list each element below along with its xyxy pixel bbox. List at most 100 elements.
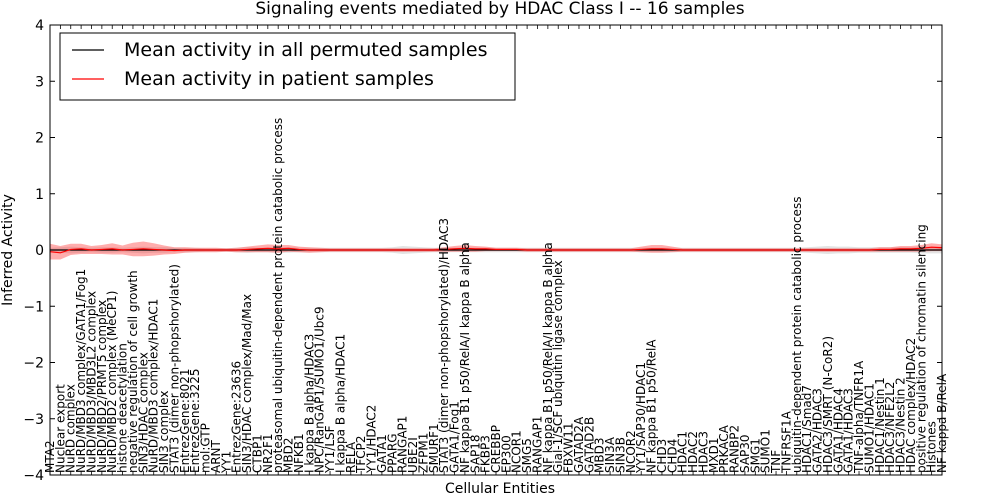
- x-tick-label: HDAC1/Nestin 1: [873, 377, 887, 473]
- x-tick-label: negative regulation of cell growth: [126, 270, 140, 473]
- x-tick-label: SAP30: [738, 434, 752, 473]
- x-tick-label: HDAC1/Smad7: [800, 385, 814, 473]
- y-tick-label: 0: [35, 243, 44, 259]
- x-tick-label: NCOR1: [510, 430, 524, 473]
- x-tick-label: TNFRSF1A: [779, 410, 793, 474]
- x-tick-label: NuRD complex: [64, 384, 78, 473]
- x-tick-label: STAT3 (dimer non-phopshorylated): [167, 264, 181, 473]
- x-tick-label: SIN3/HDAC complex: [136, 352, 150, 473]
- x-tick-label: CREBBP: [489, 425, 503, 473]
- x-tick-label: Gial-1/SCF ubiquitin ligase complex: [551, 260, 565, 473]
- x-tick-label: NuRD/MBD2 complex (MeCP1): [105, 290, 119, 472]
- x-tick-label: NFKB1: [292, 433, 306, 473]
- x-tick-label: RANGAP1: [530, 416, 544, 473]
- x-tick-label: Histones: [925, 421, 939, 473]
- x-tick-label: EntrezGene:3225: [188, 369, 202, 473]
- x-tick-label: EntrezGene:8021: [178, 369, 192, 474]
- x-tick-label: Nuclear export: [53, 384, 67, 473]
- x-tick-label: UBE2I: [406, 437, 420, 473]
- x-tick-label: GATAD2A: [572, 416, 586, 473]
- y-tick-label: 2: [35, 131, 44, 147]
- x-tick-label: I kappa B alpha/HDAC1: [333, 334, 347, 473]
- x-tick-label: mol:GTP: [199, 423, 213, 473]
- x-tick-label: NCOR2: [624, 430, 638, 473]
- x-tick-label: ARNT: [209, 439, 223, 473]
- x-tick-label: SAP18: [468, 434, 482, 473]
- x-tick-label: NPC/RanGAP1/SUMO1/Ubc9: [313, 306, 327, 473]
- x-tick-label: TNF: [769, 450, 783, 474]
- y-tick-label: 3: [35, 74, 44, 90]
- x-tick-label: PRKACA: [717, 424, 731, 473]
- x-tick-label: SIN3 complex: [157, 391, 171, 473]
- x-tick-label: HDAC3/NFE2L2: [883, 381, 897, 473]
- x-tick-label: YY1: [219, 451, 233, 474]
- x-tick-label: ubiquitin-dependent protein catabolic pr…: [790, 197, 804, 473]
- y-tick-label: −4: [23, 468, 44, 484]
- x-axis-label: Cellular Entities: [445, 481, 555, 497]
- y-axis-label: Inferred Activity: [0, 194, 16, 306]
- x-tick-label: SIN3A: [603, 436, 617, 473]
- x-tick-label: NF kappa B1 p50/RelA: [645, 339, 659, 473]
- x-tick-label: YY1/SAP30/HDAC1: [634, 362, 648, 474]
- series-line-patient: [49, 246, 943, 254]
- x-tick-label: SUMO1/HDAC1: [862, 383, 876, 473]
- x-tick-label: EP300: [499, 435, 513, 473]
- x-tick-label: GATA1: [375, 434, 389, 473]
- x-tick-label: CHD3: [655, 439, 669, 473]
- x-tick-label: I kappa B alpha/HDAC3: [302, 334, 316, 473]
- x-tick-label: proteasomal ubiquitin-dependent protein …: [271, 118, 285, 473]
- x-tick-label: HDAC2: [686, 431, 700, 473]
- x-tick-label: SMG5: [520, 438, 534, 473]
- x-tick-label: GATA1/HDAC3: [842, 388, 856, 473]
- x-tick-label: RANBP2: [728, 425, 742, 473]
- x-tick-label: HDAC1: [676, 431, 690, 473]
- legend: Mean activity in all permuted samples Mea…: [59, 32, 516, 101]
- y-tick-label: −2: [23, 356, 44, 372]
- x-tick-label: SMURF1: [427, 423, 441, 473]
- x-tick-label: NR2F1: [261, 433, 275, 473]
- x-tick-label: SIN3/HDAC complex/Mad/Max: [240, 294, 254, 473]
- x-tick-label: GATAD2B: [582, 417, 596, 473]
- legend-label: Mean activity in patient samples: [124, 68, 434, 90]
- x-tick-label: SUMO1: [759, 429, 773, 473]
- y-tick-label: −3: [23, 412, 44, 428]
- x-tick-label: positive regulation of chromatin silenci…: [914, 224, 928, 473]
- x-tick-label: NF kappa B1 p50/RelA/I kappa B alpha: [541, 242, 555, 473]
- x-tick-label: HDAC3/Nestin 2: [894, 377, 908, 473]
- x-tick-label: SMG1: [748, 438, 762, 473]
- x-tick-label: RELA: [344, 441, 358, 473]
- x-tick-label: NuRD/MBD2/PRMT5 complex: [95, 300, 109, 473]
- legend-box: [59, 32, 516, 101]
- x-tick-label: FBXW11: [562, 422, 576, 473]
- x-tick-label: HDAC3: [696, 431, 710, 473]
- x-tick-label: STAT3 (dimer non-phopshorylated)/HDAC3: [437, 218, 451, 473]
- x-tick-label: NuRD/MBD3 complex/GATA1/Fog1: [74, 269, 88, 473]
- x-tick-label: CTBP1: [250, 434, 264, 473]
- x-tick-label: MBD2: [282, 438, 296, 473]
- x-tick-label: GATA1/HDAC4: [831, 388, 845, 473]
- x-tick-label: CHD4: [665, 439, 679, 473]
- x-tick-label: NuRD/MBD3 complex/HDAC1: [147, 299, 161, 473]
- y-tick-label: 4: [35, 18, 44, 34]
- x-tick-label: YY1/HDAC2: [365, 405, 379, 474]
- x-tick-label: SIN3B: [613, 437, 627, 473]
- x-tick-label: NF kappa B1 p50/RelA/I kappa B alpha: [458, 242, 472, 473]
- y-tick-label: 1: [35, 187, 44, 203]
- x-tick-label: ZFPM1: [416, 433, 430, 473]
- x-tick-label: YY1/LSF: [323, 425, 337, 474]
- x-tick-label: MBD3: [593, 438, 607, 473]
- x-tick-label: MXD1: [707, 438, 721, 473]
- x-tick-label: FKBP3: [479, 435, 493, 473]
- x-tick-label: GATA1/Fog1: [448, 401, 462, 473]
- x-tick-label: TNF-alpha/TNFR1A: [852, 360, 866, 474]
- chart-title: Signaling events mediated by HDAC Class …: [255, 0, 744, 19]
- x-tick-label: EntrezGene:23636: [230, 361, 244, 473]
- legend-label: Mean activity in all permuted samples: [124, 39, 487, 61]
- x-tick-label: RANGAP1: [396, 416, 410, 473]
- x-tick-label: HDAC complex/HDAC2: [904, 338, 918, 473]
- x-tick-label: histone deacetylation: [116, 343, 130, 473]
- x-tick-label: HDAC3/SMRT (N-CoR2): [821, 336, 835, 473]
- y-tick-label: −1: [23, 299, 44, 315]
- x-tick-label: NuRD/MBD3/MBD3L2 complex: [84, 291, 98, 473]
